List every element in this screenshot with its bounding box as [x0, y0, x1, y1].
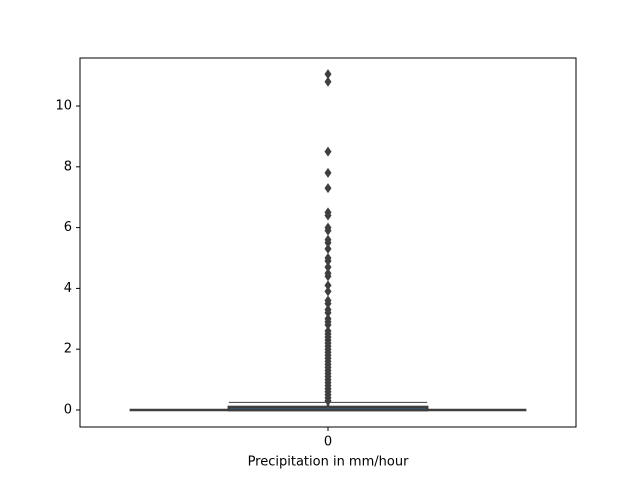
outlier: [324, 325, 332, 336]
outlier: [324, 243, 332, 254]
outlier: [324, 253, 332, 264]
outlier: [324, 183, 332, 194]
outlier: [324, 262, 332, 273]
x-tick-label: 0: [324, 435, 332, 450]
outlier: [324, 76, 332, 87]
x-axis-label: Precipitation in mm/hour: [248, 455, 410, 470]
outlier: [324, 304, 332, 315]
outlier: [324, 280, 332, 291]
outlier: [324, 146, 332, 157]
outlier: [324, 286, 332, 297]
y-tick-label: 8: [64, 159, 72, 174]
y-tick-label: 0: [64, 402, 72, 417]
outlier: [324, 295, 332, 306]
y-tick-label: 6: [64, 220, 72, 235]
y-tick-label: 4: [64, 281, 72, 296]
outlier: [324, 167, 332, 178]
outlier: [324, 234, 332, 245]
outlier: [324, 222, 332, 233]
outlier: [324, 69, 332, 80]
y-tick-label: 2: [64, 342, 72, 357]
outlier: [324, 268, 332, 279]
y-tick-label: 10: [55, 99, 72, 114]
outlier: [324, 207, 332, 218]
outlier: [324, 313, 332, 324]
